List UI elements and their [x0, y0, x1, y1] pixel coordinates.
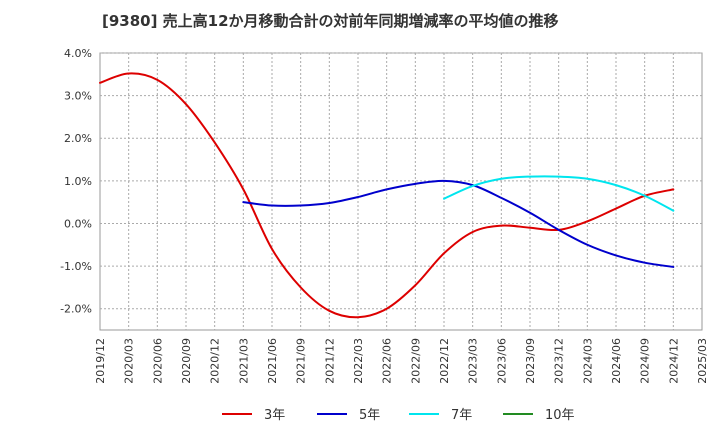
legend: 3年 5年 7年 10年	[222, 408, 575, 423]
x-tick-label: 2020/03	[123, 338, 136, 384]
series-line-1	[99, 72, 675, 319]
x-tick-label: 2021/09	[295, 338, 308, 384]
x-tick-label: 2022/06	[381, 338, 394, 384]
y-tick-label: -2.0%	[60, 303, 92, 316]
y-tick-label: 4.0%	[64, 47, 92, 60]
x-tick-label: 2023/12	[553, 338, 566, 384]
y-tick-label: 3.0%	[64, 90, 92, 103]
legend-label-3: 7年	[451, 408, 472, 423]
grid-layer	[99, 52, 703, 331]
y-tick-label: 1.0%	[64, 175, 92, 188]
x-tick-label: 2019/12	[94, 338, 107, 384]
x-tick-label: 2024/06	[610, 338, 623, 384]
x-tick-label: 2025/03	[696, 338, 709, 384]
x-tick-label: 2022/12	[438, 338, 451, 384]
series-layer	[99, 72, 675, 319]
chart-title: [9380] 売上高12か月移動合計の対前年同期増減率の平均値の推移	[102, 12, 559, 30]
x-tick-label: 2023/03	[467, 338, 480, 384]
x-tick-label: 2024/09	[639, 338, 652, 384]
x-tick-label: 2023/06	[495, 338, 508, 384]
x-tick-label: 2024/12	[667, 338, 680, 384]
x-tick-label: 2020/09	[180, 338, 193, 384]
plot-frame	[99, 52, 703, 331]
x-tick-label: 2021/06	[266, 338, 279, 384]
x-tick-label: 2022/09	[409, 338, 422, 384]
x-tick-label: 2020/06	[151, 338, 164, 384]
x-tick-label: 2021/03	[237, 338, 250, 384]
legend-label-1: 3年	[264, 408, 285, 423]
y-tick-label: -1.0%	[60, 260, 92, 273]
series-line-2	[242, 179, 675, 268]
axis-layer: 4.0% 3.0% 2.0% 1.0% 0.0% -1.0% -2.0% 2019/12 202…	[60, 47, 709, 384]
x-tick-label: 2022/03	[352, 338, 365, 384]
y-tick-label: 0.0%	[64, 217, 92, 230]
x-tick-label: 2024/03	[581, 338, 594, 384]
series-line-3	[443, 175, 675, 212]
legend-label-4: 10年	[545, 408, 575, 423]
legend-label-2: 5年	[359, 408, 380, 423]
x-tick-label: 2023/09	[524, 338, 537, 384]
y-tick-label: 2.0%	[64, 132, 92, 145]
x-tick-label: 2021/12	[323, 338, 336, 384]
x-tick-label: 2020/12	[209, 338, 222, 384]
